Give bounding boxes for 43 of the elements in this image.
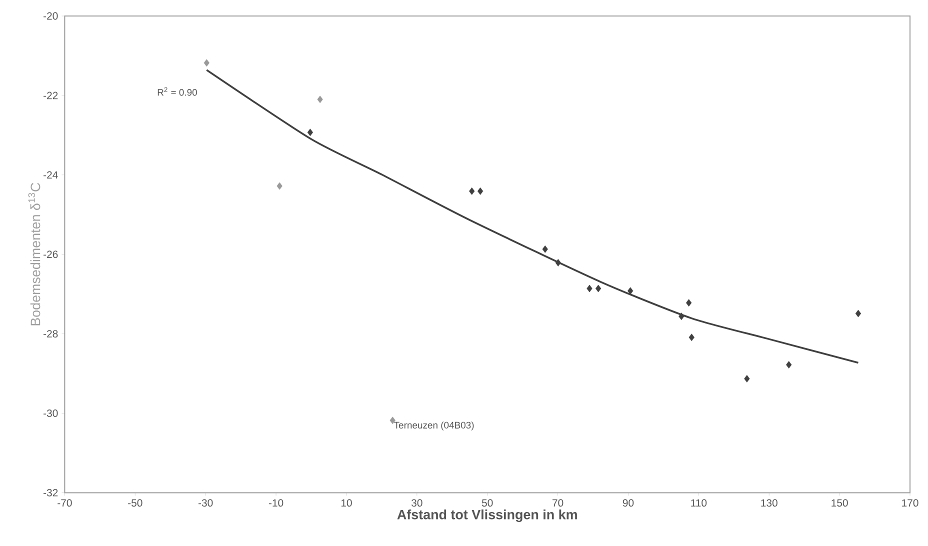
- point: [390, 416, 396, 424]
- y-tick-label: -32: [44, 489, 58, 496]
- annotation: R$^{2}$ = 0.90: [158, 87, 197, 96]
- y-tick-label: -24: [44, 171, 58, 179]
- y-tick-label: -28: [44, 330, 58, 338]
- point: [477, 187, 484, 195]
- x-axis-title: Afstand tot Vlissingen in km: [397, 509, 577, 522]
- x-tick-label: -10: [268, 499, 284, 507]
- point: [686, 299, 692, 307]
- point: [469, 187, 475, 195]
- point: [317, 96, 323, 104]
- point: [595, 284, 602, 292]
- y-tick-label: -22: [44, 92, 58, 100]
- point: [204, 59, 210, 67]
- x-tick-label: 30: [411, 499, 422, 507]
- y-tick-label: -20: [44, 12, 58, 20]
- y-tick-label: -30: [44, 410, 58, 417]
- y-axis-title: Bodemsedimenten δ$^{13}$C: [28, 182, 40, 326]
- point: [678, 312, 684, 320]
- x-tick-label: -50: [128, 499, 142, 507]
- x-tick-label: 150: [832, 499, 848, 507]
- annotation: Terneuzen (04B03): [394, 422, 474, 430]
- x-tick-label: 130: [761, 499, 778, 507]
- point: [628, 287, 634, 295]
- y-tick-label: -26: [44, 250, 58, 258]
- x-tick-label: 50: [482, 499, 493, 507]
- point: [555, 258, 561, 266]
- x-tick-label: -70: [58, 499, 72, 507]
- point: [786, 361, 792, 368]
- point: [542, 245, 548, 253]
- point: [276, 182, 282, 190]
- x-tick-label: 110: [691, 499, 707, 507]
- point: [586, 284, 592, 292]
- point: [688, 334, 694, 342]
- x-tick-label: 170: [902, 499, 918, 507]
- x-tick-label: 90: [622, 499, 634, 507]
- point: [855, 310, 862, 318]
- x-tick-label: 10: [341, 499, 352, 507]
- point: [744, 374, 750, 382]
- point: [307, 128, 314, 136]
- x-tick-label: 70: [552, 499, 564, 507]
- x-tick-label: -30: [198, 499, 213, 507]
- line-series: [206, 69, 860, 364]
